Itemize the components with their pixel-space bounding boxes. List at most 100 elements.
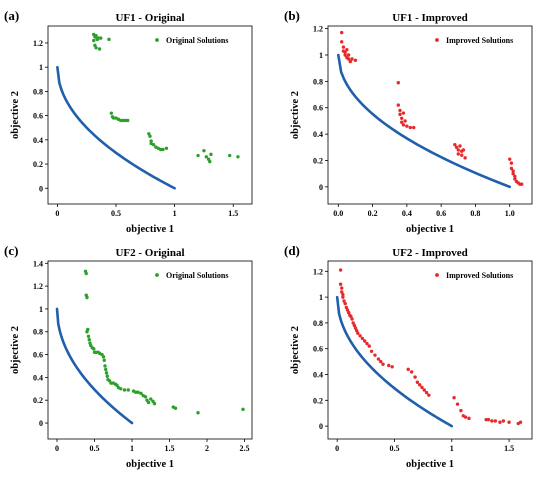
y-tick-label: 0.6: [313, 104, 323, 113]
improved-point: [343, 50, 347, 55]
improved-point: [455, 402, 460, 406]
improved-point: [352, 323, 357, 328]
improved-point: [342, 299, 346, 303]
improved-point: [409, 370, 414, 374]
y-tick-label: 0.4: [313, 130, 323, 139]
improved-point: [360, 336, 365, 341]
plot-frame: [47, 25, 253, 205]
y-tick-label: 1: [319, 51, 323, 60]
legend-marker: [435, 273, 439, 277]
original-point: [109, 111, 114, 115]
improved-point: [358, 334, 362, 338]
original-point: [136, 390, 140, 394]
improved-point: [518, 420, 523, 424]
y-tick-label: 0.2: [313, 396, 323, 405]
improved-point: [354, 328, 359, 333]
improved-point: [340, 40, 344, 44]
legend-marker: [435, 38, 439, 42]
y-tick-label: 1.2: [33, 39, 43, 48]
improved-point: [362, 339, 367, 343]
original-point: [102, 358, 106, 362]
improved-point: [348, 59, 352, 64]
original-point: [118, 118, 123, 123]
original-point: [236, 155, 240, 159]
improved-point: [452, 396, 456, 400]
x-tick-label: 2.5: [240, 444, 250, 453]
y-tick-label: 0.8: [33, 87, 43, 96]
original-point: [97, 47, 102, 51]
y-tick-label: 0.2: [313, 156, 323, 165]
x-axis-label: objective 1: [406, 224, 454, 235]
chart-title: UF2 - Original: [115, 247, 184, 259]
improved-point: [406, 367, 410, 372]
original-point: [208, 159, 212, 164]
improved-point: [340, 30, 344, 35]
improved-point: [509, 166, 514, 171]
original-point: [111, 116, 116, 120]
original-point: [196, 153, 200, 158]
improved-point: [513, 177, 517, 181]
pareto-front-line: [335, 295, 454, 428]
improved-point: [413, 375, 417, 379]
improved-point: [520, 182, 524, 186]
x-tick-label: 1: [173, 209, 177, 218]
y-tick-label: 0.4: [33, 373, 43, 382]
original-point: [119, 387, 123, 391]
chart-title: UF1 - Improved: [392, 12, 468, 24]
improved-point: [456, 152, 460, 156]
original-point: [126, 388, 130, 392]
improved-point: [511, 171, 515, 176]
panel-3: (c) UF2 - Original 0 0.5 1 1.5 2 2.5 0 0.2 0.4 0.6 0…: [4, 243, 253, 470]
improved-point: [467, 416, 471, 421]
pareto-front-line: [56, 65, 176, 190]
original-point: [123, 118, 128, 123]
original-point: [94, 46, 98, 50]
panel-1: (a) UF1 - Original 0 0.5 1 1.5 0 0.2 0.4 0.6 0.8 1 1…: [4, 8, 253, 235]
x-tick-label: 1: [130, 444, 134, 453]
improved-point: [398, 108, 402, 113]
improved-point: [396, 103, 400, 107]
improved-point: [350, 317, 354, 321]
y-tick-label: 1.2: [33, 282, 43, 291]
pareto-front-line: [55, 307, 134, 425]
y-tick-label: 0.2: [33, 160, 43, 169]
improved-point: [405, 124, 409, 128]
y-tick-label: 1.2: [313, 25, 323, 34]
improved-point: [390, 365, 394, 369]
improved-point: [408, 125, 412, 130]
improved-point: [340, 286, 344, 290]
y-tick-label: 0.4: [313, 371, 323, 380]
improved-point: [412, 125, 416, 130]
y-tick-label: 1.4: [33, 259, 43, 268]
y-axis-label: objective 2: [290, 91, 301, 139]
x-tick-label: 0.2: [368, 209, 378, 218]
improved-point: [387, 363, 391, 368]
x-tick-label: 1.5: [228, 209, 238, 218]
original-point: [149, 397, 153, 401]
legend-label: Original Solutions: [166, 271, 228, 280]
improved-point: [420, 385, 424, 390]
original-point: [121, 118, 125, 123]
improved-point: [376, 357, 381, 361]
x-axis-label: objective 1: [126, 224, 174, 235]
improved-point: [345, 308, 350, 312]
improved-point: [454, 145, 459, 149]
original-point: [139, 391, 143, 396]
original-point: [126, 118, 130, 123]
original-point: [209, 152, 213, 157]
original-point: [99, 36, 103, 40]
x-tick-label: 0.4: [402, 209, 412, 218]
y-tick-label: 0.8: [313, 319, 323, 328]
improved-point: [458, 144, 462, 148]
x-axis-label: objective 1: [126, 459, 174, 470]
y-tick-label: 0.6: [313, 345, 323, 354]
panel-label: (c): [4, 243, 18, 258]
improved-point: [346, 53, 351, 57]
improved-point: [381, 362, 385, 366]
improved-point: [341, 292, 345, 297]
improved-point: [400, 120, 404, 124]
x-tick-label: 0: [55, 209, 59, 218]
chart-title: UF2 - Improved: [392, 247, 468, 259]
original-point: [151, 142, 156, 147]
x-tick-label: 0.5: [90, 444, 100, 453]
